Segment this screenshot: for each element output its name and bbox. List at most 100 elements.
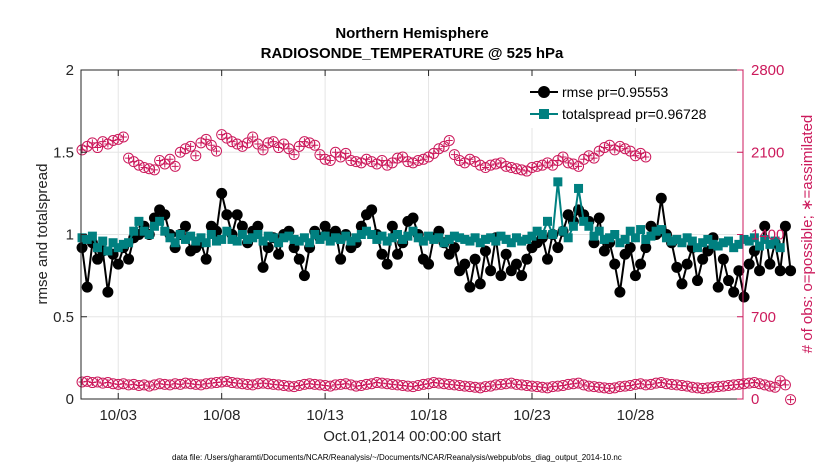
totalspread-point [108,238,118,248]
totalspread-point [175,230,185,239]
totalspread-point [361,226,371,236]
rmse-point [593,212,605,224]
rmse-point [386,220,398,232]
totalspread-point [429,234,439,244]
possible-point [257,144,269,156]
possible-point-mark [249,133,257,141]
possible-point [169,160,181,172]
x-tick-label: 10/23 [513,407,551,424]
rmse-point [681,258,693,270]
totalspread-point [170,238,180,248]
possible-point-mark [254,140,262,148]
totalspread-point [718,238,728,248]
chart-subtitle: RADIOSONDE_TEMPERATURE @ 525 hPa [261,45,564,62]
totalspread-point [760,234,770,244]
totalspread-point [268,233,278,243]
totalspread-point [548,230,558,239]
totalspread-point [279,233,289,243]
totalspread-point [698,238,708,248]
rmse-point [697,253,709,265]
legend-box [527,76,737,128]
totalspread-point [424,231,434,241]
totalspread-point [496,231,506,241]
y-tick-label: 1.5 [53,144,74,161]
rmse-point [598,245,610,257]
possible-point-mark [150,166,158,174]
totalspread-point [532,226,542,236]
rmse-point [500,248,512,260]
possible-point-mark [642,153,650,161]
y-right-axis-label: # of obs: o=possible; ∗=assimilated [799,115,816,354]
rmse-point [459,258,471,270]
totalspread-point [661,233,671,243]
rmse-point [293,253,305,265]
totalspread-point [377,231,387,241]
totalspread-point [522,234,532,244]
totalspread-point [124,238,134,248]
totalspread-point [563,233,573,243]
y-right-tick-label: 2100 [751,144,784,161]
data-file-footnote: data file: /Users/gharamti/Documents/NCA… [172,453,622,462]
rmse-point [764,258,776,270]
totalspread-point [408,226,418,236]
axis-ticks: 10/03 10/08 10/13 10/18 10/23 10/28 0 0.5 1 1.5 2 0… [53,62,784,424]
totalspread-point [444,234,454,244]
totalspread-point [330,233,340,243]
possible-point-mark [575,162,583,170]
assimilated-point [785,394,797,406]
totalspread-point [599,234,609,244]
rmse-point [495,270,507,282]
totalspread-point [682,233,692,243]
totalspread-point [744,236,754,246]
rmse-point [81,281,93,293]
totalspread-point [708,239,718,249]
possible-point-mark [207,141,215,149]
possible-point [640,151,652,163]
possible-point-mark [590,154,598,162]
totalspread-point [206,230,216,239]
totalspread-point [160,226,170,236]
totalspread-point [703,234,713,244]
totalspread-point [356,230,366,239]
totalspread-point [341,231,351,241]
totalspread-point [274,238,284,248]
totalspread-point [641,234,651,244]
rmse-point [273,248,285,260]
rmse-point [785,265,797,277]
rmse-point [754,265,766,277]
y-right-tick-label: 0 [751,391,759,408]
rmse-point [733,265,745,277]
possible-point-mark [94,144,102,152]
totalspread-point [155,216,165,226]
rmse-point [179,220,191,232]
rmse-point [521,253,533,265]
totalspread-point [382,236,392,246]
x-tick-label: 10/18 [410,407,448,424]
legend-totalspread-marker [539,109,549,119]
totalspread-point [584,221,594,231]
rmse-point [655,192,667,204]
totalspread-point [98,236,108,246]
totalspread-point [372,234,382,244]
rmse-point [102,286,114,298]
rmse-point [552,242,564,254]
totalspread-point [305,238,315,248]
possible-point [309,139,321,151]
possible-point-mark [244,139,252,147]
totalspread-point [434,233,444,243]
rmse-point [691,275,703,287]
totalspread-point [667,236,677,246]
rmse-point [542,253,554,265]
totalspread-point [677,238,687,248]
possible-point-mark [440,142,448,150]
rmse-point [123,253,135,265]
totalspread-point [186,231,196,241]
totalspread-point [103,246,113,256]
rmse-point [640,242,652,254]
assimilated-point-mark [787,396,795,404]
totalspread-point [610,230,620,239]
totalspread-point [325,236,335,246]
series-assimilated [76,375,797,406]
rmse-point [231,209,243,221]
rmse-point [76,242,88,254]
